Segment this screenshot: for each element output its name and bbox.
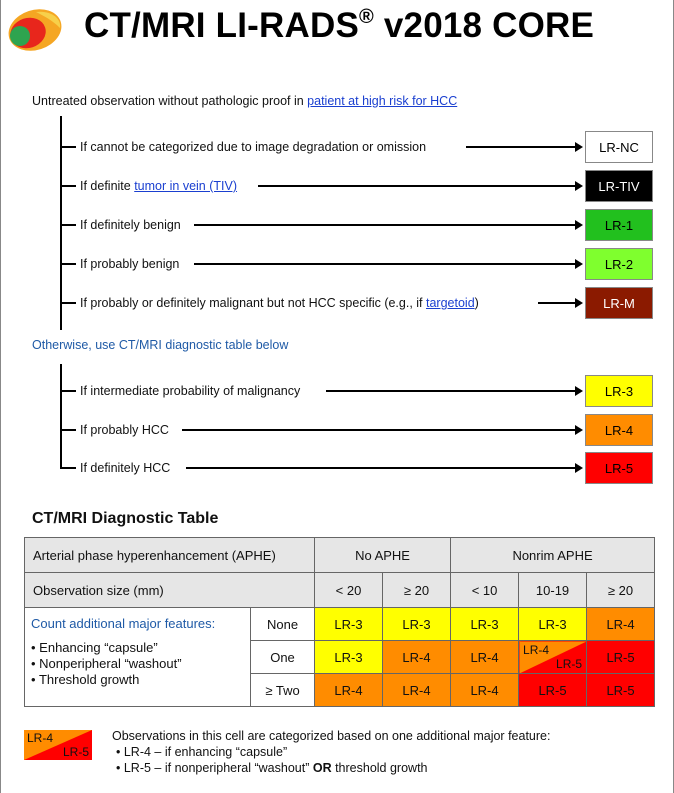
row-label-one: One [249,640,316,674]
flow-connector-top [60,116,62,330]
feature-item: Threshold growth [31,672,244,688]
category-cell: LR-4 [586,607,656,641]
flow-arrow [182,425,583,435]
flow-condition: If probably or definitely malignant but … [80,296,479,310]
lirads-logo-icon [8,9,62,51]
page-border-left [0,0,1,793]
category-badge: LR-3 [585,375,653,407]
category-cell: LR-4 [382,673,452,707]
flow-condition: If cannot be categorized due to image de… [80,140,427,154]
flow-condition: If definite tumor in vein (TIV) [80,179,238,193]
footnote-item: LR-4 – if enhancing “capsule” [116,744,550,760]
footnote-item: LR-5 – if nonperipheral “washout” OR thr… [116,760,550,776]
flow-condition: If probably benign [80,257,180,271]
category-badge: LR-M [585,287,653,319]
category-cell: LR-4 [450,673,520,707]
category-cell: LR-3 [314,607,384,641]
high-risk-link[interactable]: patient at high risk for HCC [307,94,458,108]
flow-condition-link[interactable]: targetoid [426,296,475,310]
size-header: < 20 [314,572,384,608]
category-badge: LR-4 [585,414,653,446]
flow-branch [60,390,76,392]
size-label: Observation size (mm) [23,572,316,608]
flow-branch [60,467,76,469]
flow-branch [60,224,76,226]
category-cell: LR-4 [314,673,384,707]
no-aphe-header: No APHE [314,537,452,573]
flow-arrow [194,220,583,230]
major-features-cell: Count additional major features: Enhanci… [24,607,251,707]
flow-branch [60,429,76,431]
split-legend-swatch: LR-4 LR-5 [24,730,92,760]
features-title: Count additional major features: [31,616,216,631]
size-header: ≥ 20 [586,572,656,608]
category-cell: LR-5 [518,673,588,707]
flow-branch [60,146,76,148]
flow-branch [60,185,76,187]
aphe-label: Arterial phase hyperenhancement (APHE) [23,537,316,573]
flow-arrow [466,142,583,152]
category-cell: LR-3 [382,607,452,641]
category-cell: LR-5 [586,673,656,707]
diagnostic-table: Arterial phase hyperenhancement (APHE) N… [23,537,656,707]
size-header: ≥ 20 [382,572,452,608]
flow-arrow [186,463,583,473]
flow-condition: If probably HCC [80,423,169,437]
flow-arrow [258,181,583,191]
flow-arrow [326,386,583,396]
flow-arrow [194,259,583,269]
split-category-cell: LR-4 LR-5 [518,640,588,674]
flow-condition-link[interactable]: tumor in vein (TIV) [134,179,238,193]
category-cell: LR-3 [450,607,520,641]
page-title: CT/MRI LI-RADS® v2018 CORE [84,6,595,45]
flow-branch [60,263,76,265]
category-badge: LR-5 [585,452,653,484]
flow-condition: If intermediate probability of malignanc… [80,384,301,398]
split-label-lr4: LR-4 [523,643,550,657]
swatch-label-lr5: LR-5 [62,745,89,759]
table-title: CT/MRI Diagnostic Table [32,510,219,527]
flow-arrow [538,298,583,308]
category-badge: LR-1 [585,209,653,241]
size-header: 10-19 [518,572,588,608]
intro-text: Untreated observation without pathologic… [32,94,458,108]
nonrim-aphe-header: Nonrim APHE [450,537,656,573]
flow-condition: If definitely HCC [80,461,171,475]
size-header: < 10 [450,572,520,608]
category-cell: LR-4 [382,640,452,674]
row-label-two: ≥ Two [249,673,316,707]
otherwise-text: Otherwise, use CT/MRI diagnostic table b… [32,338,289,352]
split-label-lr5: LR-5 [556,657,583,671]
swatch-label-lr4: LR-4 [27,731,54,745]
flow-branch [60,302,76,304]
category-cell: LR-5 [586,640,656,674]
flow-connector-bottom [60,364,62,468]
footnote-intro: Observations in this cell are categorize… [112,729,551,743]
flow-condition: If definitely benign [80,218,181,232]
category-cell: LR-3 [518,607,588,641]
footnote: Observations in this cell are categorize… [112,728,550,776]
category-badge: LR-TIV [585,170,653,202]
feature-item: Enhancing “capsule” [31,640,244,656]
row-label-none: None [249,607,316,641]
category-cell: LR-4 [450,640,520,674]
feature-item: Nonperipheral “washout” [31,656,244,672]
category-cell: LR-3 [314,640,384,674]
category-badge: LR-NC [585,131,653,163]
category-badge: LR-2 [585,248,653,280]
